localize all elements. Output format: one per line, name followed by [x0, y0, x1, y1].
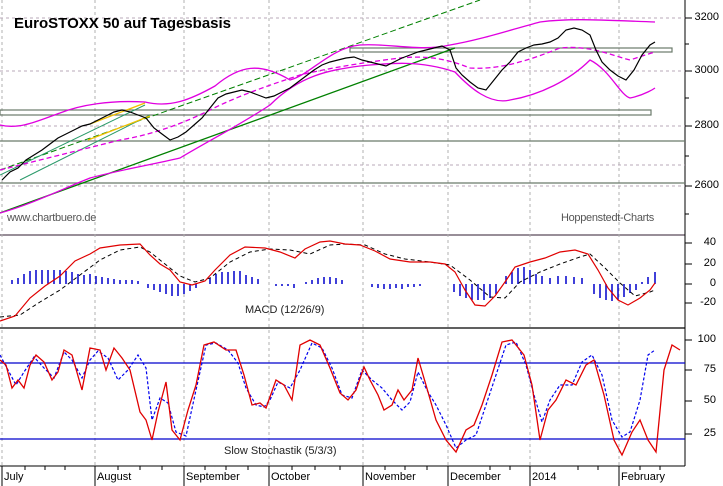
price-gridlines	[0, 17, 685, 187]
macd-tick-0: 0	[709, 277, 716, 289]
frame	[0, 0, 686, 467]
stoch-tick-100: 100	[697, 333, 716, 345]
month-july: July	[4, 471, 24, 483]
macd-tick-neg20: -20	[700, 296, 716, 308]
stoch-k-line	[0, 339, 681, 457]
bollinger-bands	[0, 19, 656, 214]
year-2014: 2014	[532, 471, 557, 483]
macd-line	[0, 240, 656, 322]
price-candles	[1, 27, 656, 181]
support-lines	[0, 47, 685, 184]
price-tick-2600: 2600	[694, 179, 719, 191]
x-axis-ticks	[1, 466, 661, 486]
month-september: September	[186, 471, 240, 483]
macd-tick-20: 20	[703, 257, 716, 269]
source-link: www.chartbuero.de	[7, 212, 97, 224]
macd-histogram	[11, 267, 656, 301]
stoch-d-line	[0, 341, 656, 449]
month-december: December	[450, 471, 501, 483]
source-credit: Hoppenstedt-Charts	[560, 212, 654, 224]
month-october: October	[271, 471, 311, 483]
stoch-tick-25: 25	[703, 427, 716, 439]
macd-tick-40: 40	[703, 236, 716, 248]
stoch-tick-50: 50	[703, 394, 716, 406]
right-axis-ticks	[685, 17, 692, 435]
price-tick-3000: 3000	[694, 64, 719, 76]
price-tick-2800: 2800	[694, 119, 719, 131]
month-november: November	[365, 471, 416, 483]
month-february: February	[621, 471, 666, 483]
chart-title: EuroSTOXX 50 auf Tagesbasis	[14, 15, 232, 32]
macd-label: MACD (12/26/9)	[245, 304, 325, 316]
stoch-label: Slow Stochastik (5/3/3)	[224, 445, 337, 457]
month-august: August	[97, 471, 132, 483]
stoch-tick-75: 75	[703, 363, 716, 375]
stoch-levels	[0, 362, 685, 440]
macd-signal-line	[0, 243, 656, 318]
price-tick-3200: 3200	[694, 11, 719, 23]
